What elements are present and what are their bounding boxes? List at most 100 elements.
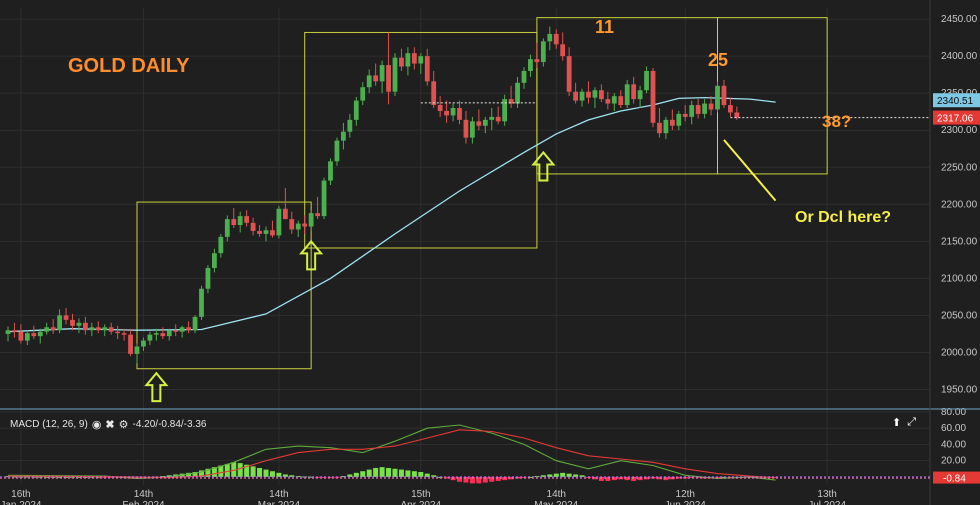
arrow-up-icon[interactable]: ⬆ [892,417,902,429]
macd-histogram-bar [463,476,469,483]
macd-histogram-bar [244,464,250,477]
candle-body [444,110,449,116]
candle-body [44,327,50,332]
candle-body [650,70,656,123]
macd-histogram-bar [457,476,462,482]
macd-histogram-bar [611,476,617,481]
macd-signal-line [7,429,776,479]
candle-body [302,223,308,227]
macd-histogram-bar [386,467,392,477]
candle-body [353,100,359,120]
annotation-pointer-line [723,139,777,202]
candle-body [592,90,598,98]
candle-body [437,105,443,111]
macd-histogram-bar [289,475,295,477]
candle-body [173,330,179,332]
x-tick-label: Mar 2024 [258,500,301,505]
macd-tick-label: 20.00 [941,456,966,467]
candle-body [669,119,675,126]
close-icon[interactable]: ✖ [105,418,115,431]
macd-histogram-bar [676,476,682,479]
candle-body [347,119,353,132]
macd-histogram-bar [373,467,379,477]
macd-histogram-bar [257,467,263,477]
macd-histogram-bar [482,476,488,483]
macd-histogram-bar [250,466,256,477]
candle-body [418,56,424,64]
candle-body [5,330,11,334]
macd-histogram-bar [489,476,495,482]
expand-icon[interactable]: ⤢ [907,416,917,428]
candle-body [476,121,482,126]
chart-title: GOLD DAILY [68,55,190,77]
candle-body [89,327,95,331]
candle-body [102,327,108,331]
candle-body [689,105,695,117]
macd-histogram-bar [44,476,50,478]
candle-body [57,315,62,331]
annotation-label: 25 [708,50,728,70]
candle-body [586,91,591,98]
candle-body [579,91,585,101]
candle-body [315,213,320,217]
candle-body [605,99,611,104]
candle-body [431,81,437,106]
macd-histogram-bar [553,473,559,477]
candle-body [618,96,624,106]
candle-body [534,59,540,63]
macd-histogram-bar [276,472,282,477]
candle-body [115,331,121,334]
macd-histogram-bar [205,468,211,477]
price-tick-label: 2050.00 [941,310,978,321]
up-arrow-icon [531,150,556,182]
candle-body [108,327,114,332]
macd-histogram-bar [108,476,114,478]
macd-histogram-bar [476,476,482,484]
panel-controls: ⬆ ⤢ [892,416,916,429]
x-tick-label: Feb 2024 [122,500,165,505]
candle-body [24,333,30,341]
candle-body [250,222,256,231]
macd-histogram-bar [411,471,417,477]
eye-icon[interactable]: ◉ [91,418,102,431]
candle-body [573,91,578,101]
up-arrow-icon [299,239,324,271]
macd-histogram-bar [192,472,198,477]
price-tick-label: 2000.00 [941,347,978,358]
macd-histogram-bar [631,476,637,481]
macd-histogram-bar [592,476,598,480]
candle-body [611,96,617,104]
annotation-label: 38? [822,112,851,131]
macd-histogram-bar [224,463,230,477]
macd-value-tag [933,471,980,484]
macd-histogram-bar [308,476,314,478]
macd-histogram-bar [405,470,411,477]
macd-histogram-bar [656,476,662,480]
macd-values: -4.20/-0.84/-3.36 [132,418,207,430]
candle-body [31,333,37,337]
macd-histogram-bar [353,472,359,477]
candle-body [63,315,69,320]
macd-histogram-bar [547,474,553,477]
macd-histogram-bar [11,476,17,478]
macd-histogram-bar [160,476,166,478]
candle-body [205,268,211,289]
candle-body [489,116,495,120]
candle-body [179,327,185,332]
price-tag [933,110,980,125]
candle-body [624,84,630,106]
macd-histogram-bar [392,468,398,477]
candle-body [644,70,649,91]
gear-icon[interactable]: ⚙ [118,418,129,431]
candle-body [495,116,501,122]
candle-body [95,327,101,331]
candle-body [663,119,669,134]
macd-histogram-bar [418,472,424,477]
candle-body [515,82,520,104]
candle-body [373,75,379,82]
candle-body [734,112,740,118]
macd-histogram-bar [186,472,192,477]
macd-histogram-bar [24,476,30,478]
macd-histogram-bar [89,476,95,478]
